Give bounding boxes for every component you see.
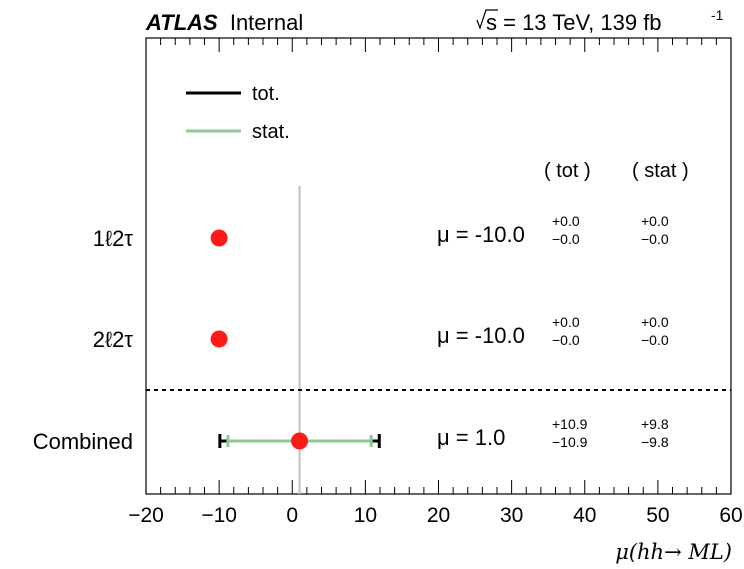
result-row: Combined μ = 1.0 +10.9 −10.9 +9.8 −9.8 bbox=[33, 416, 669, 454]
stat-uncertainty-up: +9.8 bbox=[641, 416, 669, 432]
row-label: 2ℓ2τ bbox=[93, 327, 134, 352]
x-tick-label: 50 bbox=[646, 504, 669, 527]
energy-sqrt: s bbox=[486, 10, 497, 35]
mu-value: μ = -10.0 bbox=[437, 323, 525, 348]
column-header-tot: ( tot ) bbox=[544, 160, 591, 182]
sqrt-icon bbox=[476, 9, 498, 30]
tot-uncertainty-up: +0.0 bbox=[552, 213, 580, 229]
mu-value: μ = 1.0 bbox=[437, 425, 505, 450]
stat-uncertainty-up: +0.0 bbox=[641, 314, 669, 330]
svg-text:s = 13 TeV, 139 fb: s = 13 TeV, 139 fb bbox=[486, 10, 662, 35]
x-axis-ticks bbox=[145, 38, 732, 494]
legend: tot. stat. bbox=[186, 83, 290, 143]
result-row: 1ℓ2τ μ = -10.0 +0.0 −0.0 +0.0 −0.0 bbox=[93, 213, 669, 251]
stat-uncertainty-down: −0.0 bbox=[641, 231, 669, 247]
lumi-exponent: -1 bbox=[711, 7, 724, 23]
x-tick-label: 60 bbox=[719, 504, 742, 527]
tot-uncertainty-down: −10.9 bbox=[552, 434, 588, 450]
result-rows: 1ℓ2τ μ = -10.0 +0.0 −0.0 +0.0 −0.0 2ℓ2τ μ = -10… bbox=[33, 213, 669, 454]
x-axis-tick-labels: −20 −10 0 10 20 30 40 50 60 bbox=[128, 504, 742, 527]
tot-uncertainty-down: −0.0 bbox=[552, 231, 580, 247]
tot-uncertainty-down: −0.0 bbox=[552, 332, 580, 348]
stat-uncertainty-down: −0.0 bbox=[641, 332, 669, 348]
stat-uncertainty-down: −9.8 bbox=[641, 434, 669, 450]
energy-rest: = 13 TeV, 139 fb bbox=[497, 10, 662, 35]
result-row: 2ℓ2τ μ = -10.0 +0.0 −0.0 +0.0 −0.0 bbox=[93, 314, 669, 352]
mu-point bbox=[291, 432, 309, 450]
x-axis-title: μ(hh→ ML) bbox=[615, 540, 732, 564]
x-tick-label: 40 bbox=[573, 504, 596, 527]
row-label: 1ℓ2τ bbox=[93, 226, 134, 251]
tot-uncertainty-up: +0.0 bbox=[552, 314, 580, 330]
legend-stat-label: stat. bbox=[252, 121, 290, 143]
x-tick-label: 10 bbox=[354, 504, 377, 527]
x-tick-label: 20 bbox=[427, 504, 450, 527]
row-label: Combined bbox=[33, 429, 133, 454]
experiment-name: ATLAS bbox=[145, 10, 218, 35]
stat-uncertainty-up: +0.0 bbox=[641, 213, 669, 229]
x-tick-label: −10 bbox=[201, 504, 237, 527]
mu-value: μ = -10.0 bbox=[437, 222, 525, 247]
legend-tot-label: tot. bbox=[252, 83, 280, 105]
atlas-label: ATLAS Internal bbox=[145, 10, 303, 35]
tot-uncertainty-up: +10.9 bbox=[552, 416, 588, 432]
x-tick-label: 30 bbox=[500, 504, 523, 527]
column-header-stat: ( stat ) bbox=[632, 160, 689, 182]
status-label: Internal bbox=[230, 10, 303, 35]
x-tick-label: −20 bbox=[128, 504, 164, 527]
energy-lumi-label: s = 13 TeV, 139 fb -1 bbox=[476, 7, 724, 35]
mu-point bbox=[210, 330, 228, 348]
x-tick-label: 0 bbox=[286, 504, 298, 527]
mu-point bbox=[210, 229, 228, 247]
